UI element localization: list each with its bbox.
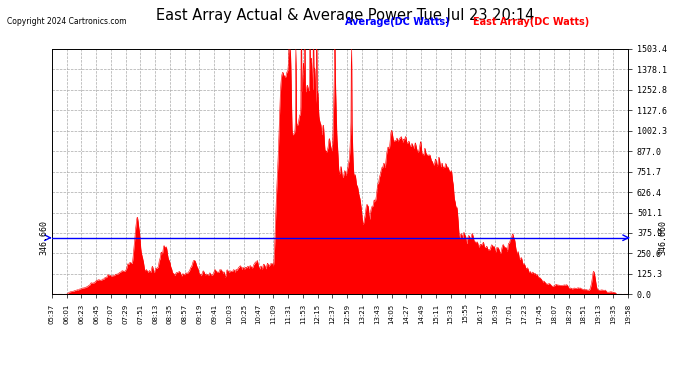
Text: Copyright 2024 Cartronics.com: Copyright 2024 Cartronics.com (7, 17, 126, 26)
Text: 346.660: 346.660 (658, 220, 667, 255)
Text: East Array(DC Watts): East Array(DC Watts) (473, 17, 589, 27)
Text: Average(DC Watts): Average(DC Watts) (345, 17, 450, 27)
Text: 346.660: 346.660 (39, 220, 48, 255)
Text: East Array Actual & Average Power Tue Jul 23 20:14: East Array Actual & Average Power Tue Ju… (156, 8, 534, 23)
